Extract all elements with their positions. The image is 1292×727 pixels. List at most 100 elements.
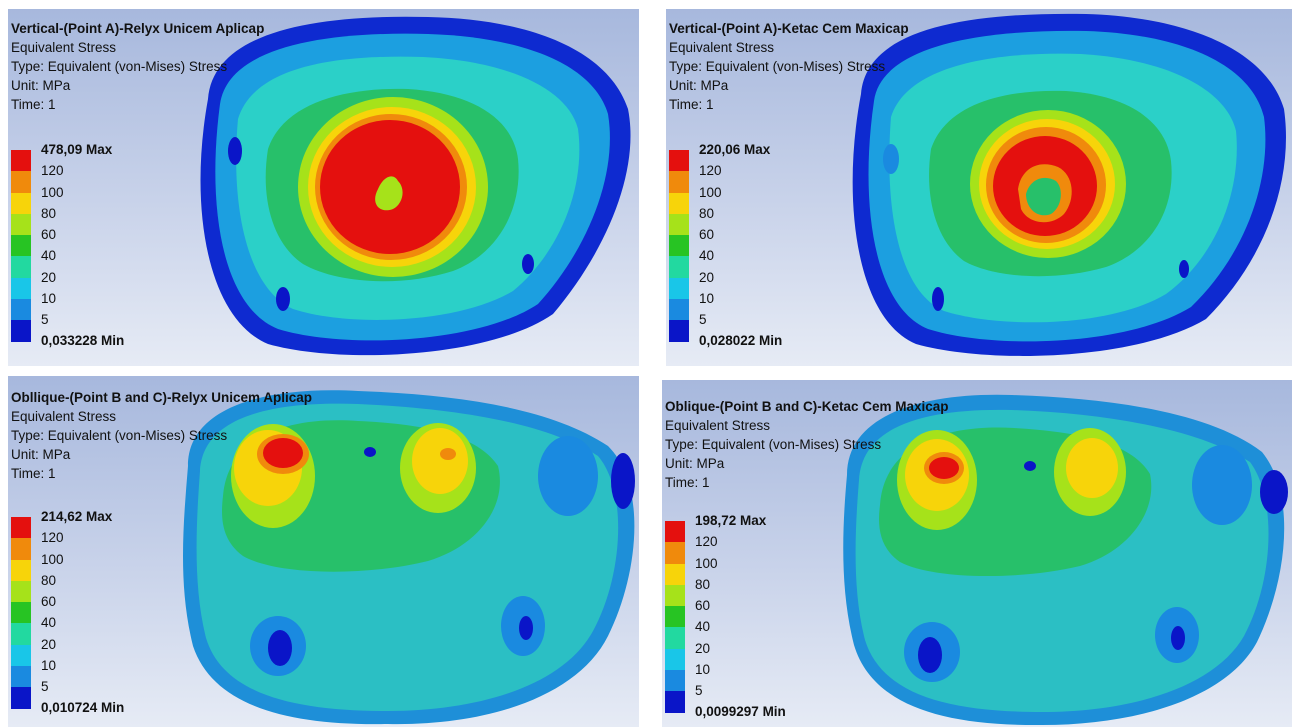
contour-panel-vertical-relyx: Vertical-(Point A)-Relyx Unicem Aplicap …	[8, 9, 639, 366]
contour-panel-oblique-ketac: Oblique-(Point B and C)-Ketac Cem Maxica…	[662, 380, 1292, 727]
legend-swatch	[11, 299, 31, 321]
legend-tick-label: 10	[41, 291, 57, 307]
legend-tick-label: 10	[41, 658, 57, 674]
legend-swatch	[11, 687, 31, 709]
contour-panel-vertical-ketac: Vertical-(Point A)-Ketac Cem Maxicap Equ…	[666, 9, 1292, 366]
legend-tick-label: 40	[695, 619, 711, 635]
info-result-name: Equivalent Stress	[669, 40, 775, 55]
info-unit: Unit: MPa	[665, 456, 725, 471]
legend-tick-label: 40	[41, 248, 57, 264]
legend-swatch	[669, 192, 689, 214]
legend-swatch	[669, 235, 689, 257]
legend-tick-label: 120	[699, 163, 722, 179]
legend-max-label: 220,06 Max	[699, 142, 771, 157]
legend-swatch	[11, 213, 31, 236]
legend-tick-label: 100	[699, 184, 722, 200]
legend-min-label: 0,033228 Min	[41, 333, 125, 349]
panel-title: Vertical-(Point A)-Ketac Cem Maxicap	[669, 21, 909, 36]
legend-swatch	[669, 171, 689, 193]
info-time: Time: 1	[669, 97, 714, 112]
legend-swatch	[669, 256, 689, 278]
legend-tick-label: 100	[41, 551, 64, 567]
legend-tick-label: 5	[41, 679, 49, 695]
legend-tick-label: 60	[699, 227, 715, 243]
legend-swatch	[669, 213, 689, 236]
legend-tick-label: 20	[41, 636, 57, 652]
info-result-type: Type: Equivalent (von-Mises) Stress	[11, 428, 228, 443]
legend-min-label: 0,0099297 Min	[695, 704, 786, 720]
legend-swatch	[11, 517, 31, 539]
info-time: Time: 1	[665, 475, 710, 490]
legend-swatch	[665, 542, 685, 564]
legend-swatch	[11, 171, 31, 193]
legend-swatch	[11, 602, 31, 624]
legend-swatch	[11, 277, 31, 300]
legend-tick-label: 100	[695, 555, 718, 571]
legend-swatch	[665, 563, 685, 585]
info-block: Obllique-(Point B and C)-Relyx Unicem Ap…	[11, 388, 312, 483]
legend-tick-label: 120	[41, 530, 64, 546]
legend-min-label: 0,010724 Min	[41, 700, 125, 716]
info-time: Time: 1	[11, 466, 56, 481]
legend-swatch	[11, 150, 31, 172]
info-result-name: Equivalent Stress	[665, 418, 771, 433]
legend-swatch	[665, 584, 685, 607]
legend-tick-label: 60	[695, 598, 711, 614]
legend-tick-label: 40	[699, 248, 715, 264]
legend-tick-label: 20	[41, 269, 57, 285]
legend-tick-label: 40	[41, 615, 57, 631]
legend-swatch	[669, 299, 689, 321]
info-time: Time: 1	[11, 97, 56, 112]
legend-tick-label: 120	[41, 163, 64, 179]
legend-min-label: 0,028022 Min	[699, 333, 783, 349]
legend-swatch	[11, 538, 31, 560]
legend-swatch	[11, 644, 31, 667]
info-result-type: Type: Equivalent (von-Mises) Stress	[11, 59, 228, 74]
legend-tick-label: 20	[699, 269, 715, 285]
info-unit: Unit: MPa	[669, 78, 729, 93]
legend-swatch	[11, 256, 31, 278]
info-result-type: Type: Equivalent (von-Mises) Stress	[665, 437, 882, 452]
legend-tick-label: 10	[699, 291, 715, 307]
panel-title: Vertical-(Point A)-Relyx Unicem Aplicap	[11, 21, 265, 36]
legend-tick-label: 80	[699, 205, 715, 221]
legend-swatch	[11, 320, 31, 342]
legend-swatch	[665, 521, 685, 543]
info-result-name: Equivalent Stress	[11, 409, 117, 424]
legend-max-label: 214,62 Max	[41, 509, 113, 524]
legend-swatch	[665, 627, 685, 649]
legend-tick-label: 80	[41, 205, 57, 221]
tooth-model-oblique-ketac	[843, 394, 1288, 726]
legend-swatch	[665, 648, 685, 671]
legend-tick-label: 120	[695, 534, 718, 550]
legend-swatch	[11, 666, 31, 688]
legend-swatch	[11, 235, 31, 257]
info-result-name: Equivalent Stress	[11, 40, 117, 55]
tooth-model-vertical-ketac	[852, 13, 1286, 356]
info-unit: Unit: MPa	[11, 78, 71, 93]
legend-max-label: 198,72 Max	[695, 513, 767, 528]
legend-tick-label: 5	[41, 312, 49, 328]
legend-swatch	[669, 150, 689, 172]
legend-tick-label: 5	[699, 312, 707, 328]
legend-tick-label: 20	[695, 640, 711, 656]
legend-tick-label: 60	[41, 227, 57, 243]
legend-swatch	[665, 606, 685, 628]
info-block: Vertical-(Point A)-Relyx Unicem Aplicap …	[11, 19, 264, 114]
legend-swatch	[665, 670, 685, 692]
legend-swatch	[11, 192, 31, 214]
legend-swatch	[11, 623, 31, 645]
tooth-model-oblique-relyx	[183, 390, 635, 725]
info-block: Vertical-(Point A)-Ketac Cem Maxicap Equ…	[669, 19, 909, 114]
legend-tick-label: 80	[695, 576, 711, 592]
tooth-model-vertical-relyx	[200, 16, 631, 356]
legend-tick-label: 80	[41, 572, 57, 588]
legend-max-label: 478,09 Max	[41, 142, 113, 157]
legend-tick-label: 5	[695, 683, 703, 699]
legend-swatch	[669, 277, 689, 300]
legend-swatch	[11, 580, 31, 603]
panel-title: Obllique-(Point B and C)-Relyx Unicem Ap…	[11, 390, 313, 405]
info-unit: Unit: MPa	[11, 447, 71, 462]
panel-title: Oblique-(Point B and C)-Ketac Cem Maxica…	[665, 399, 949, 414]
legend-tick-label: 60	[41, 594, 57, 610]
